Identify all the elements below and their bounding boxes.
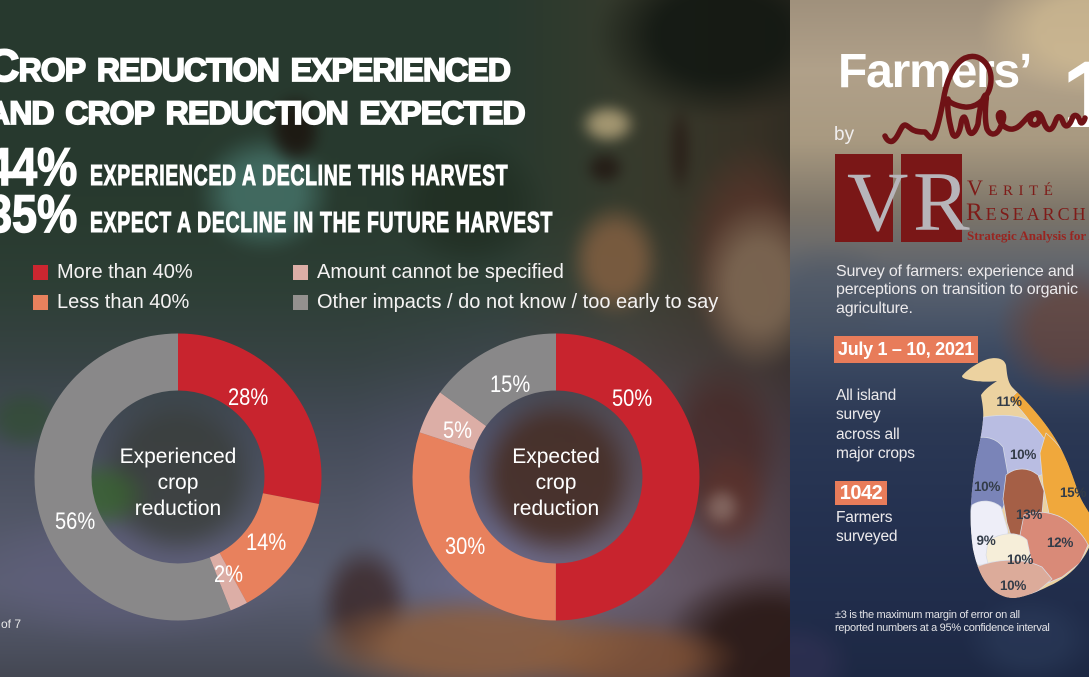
svg-text:12%: 12%: [1047, 535, 1073, 550]
svg-text:10%: 10%: [1010, 447, 1036, 462]
svg-text:10%: 10%: [1000, 578, 1026, 593]
svg-text:15%: 15%: [1060, 485, 1086, 500]
svg-text:10%: 10%: [1007, 552, 1033, 567]
svg-text:10%: 10%: [974, 479, 1000, 494]
svg-text:9%: 9%: [977, 533, 996, 548]
svg-text:13%: 13%: [1016, 507, 1042, 522]
svg-text:11%: 11%: [996, 394, 1022, 409]
